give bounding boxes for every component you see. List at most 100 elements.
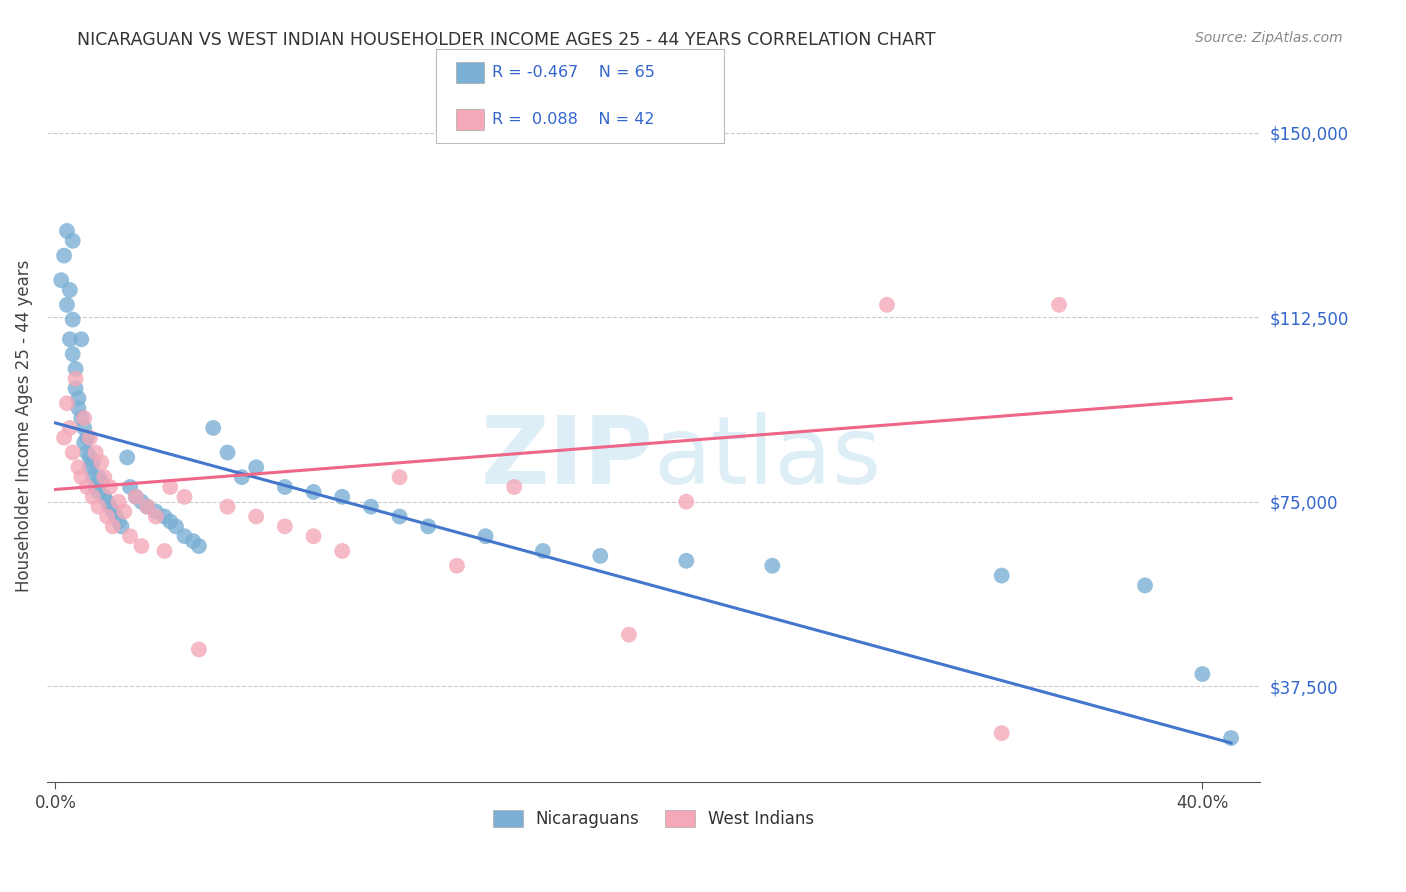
Point (153, 509, 176, 524)
Point (87, 470, 110, 484)
Point (53, 431, 76, 445)
Point (67, 401, 90, 416)
Point (118, 529, 141, 543)
Point (87, 500, 110, 514)
Point (104, 509, 127, 524)
Point (446, 558, 468, 573)
Point (531, 544, 554, 558)
Point (110, 519, 132, 533)
Point (84, 480, 107, 494)
Point (145, 505, 167, 519)
Point (245, 509, 267, 524)
Point (51, 273, 73, 287)
Point (330, 490, 353, 504)
Point (65, 372, 87, 386)
Point (67, 392, 90, 406)
Point (159, 480, 181, 494)
Point (62, 234, 84, 248)
Point (675, 494, 697, 508)
Point (59, 332, 82, 346)
Point (153, 544, 176, 558)
Point (217, 445, 239, 459)
Point (136, 500, 159, 514)
Point (79, 460, 101, 475)
Point (70, 332, 93, 346)
Point (65, 382, 87, 396)
Point (388, 470, 411, 484)
Text: ZIP: ZIP (481, 411, 654, 504)
Point (761, 558, 783, 573)
Legend: Nicaraguans, West Indians: Nicaraguans, West Indians (486, 803, 821, 835)
Point (503, 480, 526, 494)
Point (274, 480, 297, 494)
Text: Source: ZipAtlas.com: Source: ZipAtlas.com (1195, 31, 1343, 45)
Point (388, 509, 411, 524)
Point (79, 450, 101, 465)
Point (187, 642, 209, 657)
Point (62, 347, 84, 361)
Point (112, 505, 135, 519)
Point (87, 484, 110, 499)
Point (90, 455, 112, 469)
Point (56, 298, 79, 312)
Point (990, 568, 1012, 582)
Point (115, 450, 138, 465)
Point (617, 628, 640, 642)
Point (82, 490, 104, 504)
Point (330, 544, 353, 558)
Point (1047, 298, 1070, 312)
Point (418, 519, 440, 533)
Point (93, 490, 115, 504)
Point (84, 445, 107, 459)
Point (675, 554, 697, 568)
Point (136, 500, 159, 514)
Point (231, 470, 253, 484)
Point (1220, 731, 1243, 745)
Point (107, 515, 129, 529)
Point (82, 470, 104, 484)
Point (101, 505, 124, 519)
Point (217, 500, 239, 514)
Point (96, 509, 118, 524)
Point (1133, 578, 1156, 592)
Point (62, 445, 84, 459)
Point (76, 480, 98, 494)
Point (79, 431, 101, 445)
Point (73, 411, 96, 425)
Point (67, 460, 90, 475)
Point (73, 421, 96, 435)
Point (62, 312, 84, 326)
Text: atlas: atlas (654, 411, 882, 504)
Point (245, 460, 267, 475)
Point (73, 435, 96, 450)
Point (173, 529, 195, 543)
Point (59, 421, 82, 435)
Point (82, 455, 104, 469)
Point (165, 519, 187, 533)
Point (70, 411, 93, 425)
Point (125, 490, 148, 504)
Point (589, 549, 612, 563)
Point (876, 298, 898, 312)
Point (70, 470, 93, 484)
Point (202, 421, 225, 435)
Point (59, 283, 82, 297)
Point (302, 529, 325, 543)
Point (93, 470, 115, 484)
Point (101, 519, 124, 533)
Point (302, 484, 325, 499)
Y-axis label: Householder Income Ages 25 - 44 years: Householder Income Ages 25 - 44 years (15, 260, 32, 591)
Point (98, 480, 121, 494)
Text: R = -0.467    N = 65: R = -0.467 N = 65 (492, 65, 655, 79)
Point (131, 539, 153, 553)
Point (65, 361, 87, 376)
Text: NICARAGUAN VS WEST INDIAN HOUSEHOLDER INCOME AGES 25 - 44 YEARS CORRELATION CHAR: NICARAGUAN VS WEST INDIAN HOUSEHOLDER IN… (77, 31, 936, 49)
Point (96, 494, 118, 508)
Point (131, 494, 153, 508)
Point (76, 445, 98, 459)
Point (90, 475, 112, 489)
Point (1191, 667, 1213, 681)
Point (159, 515, 181, 529)
Point (53, 249, 76, 263)
Point (187, 539, 209, 553)
